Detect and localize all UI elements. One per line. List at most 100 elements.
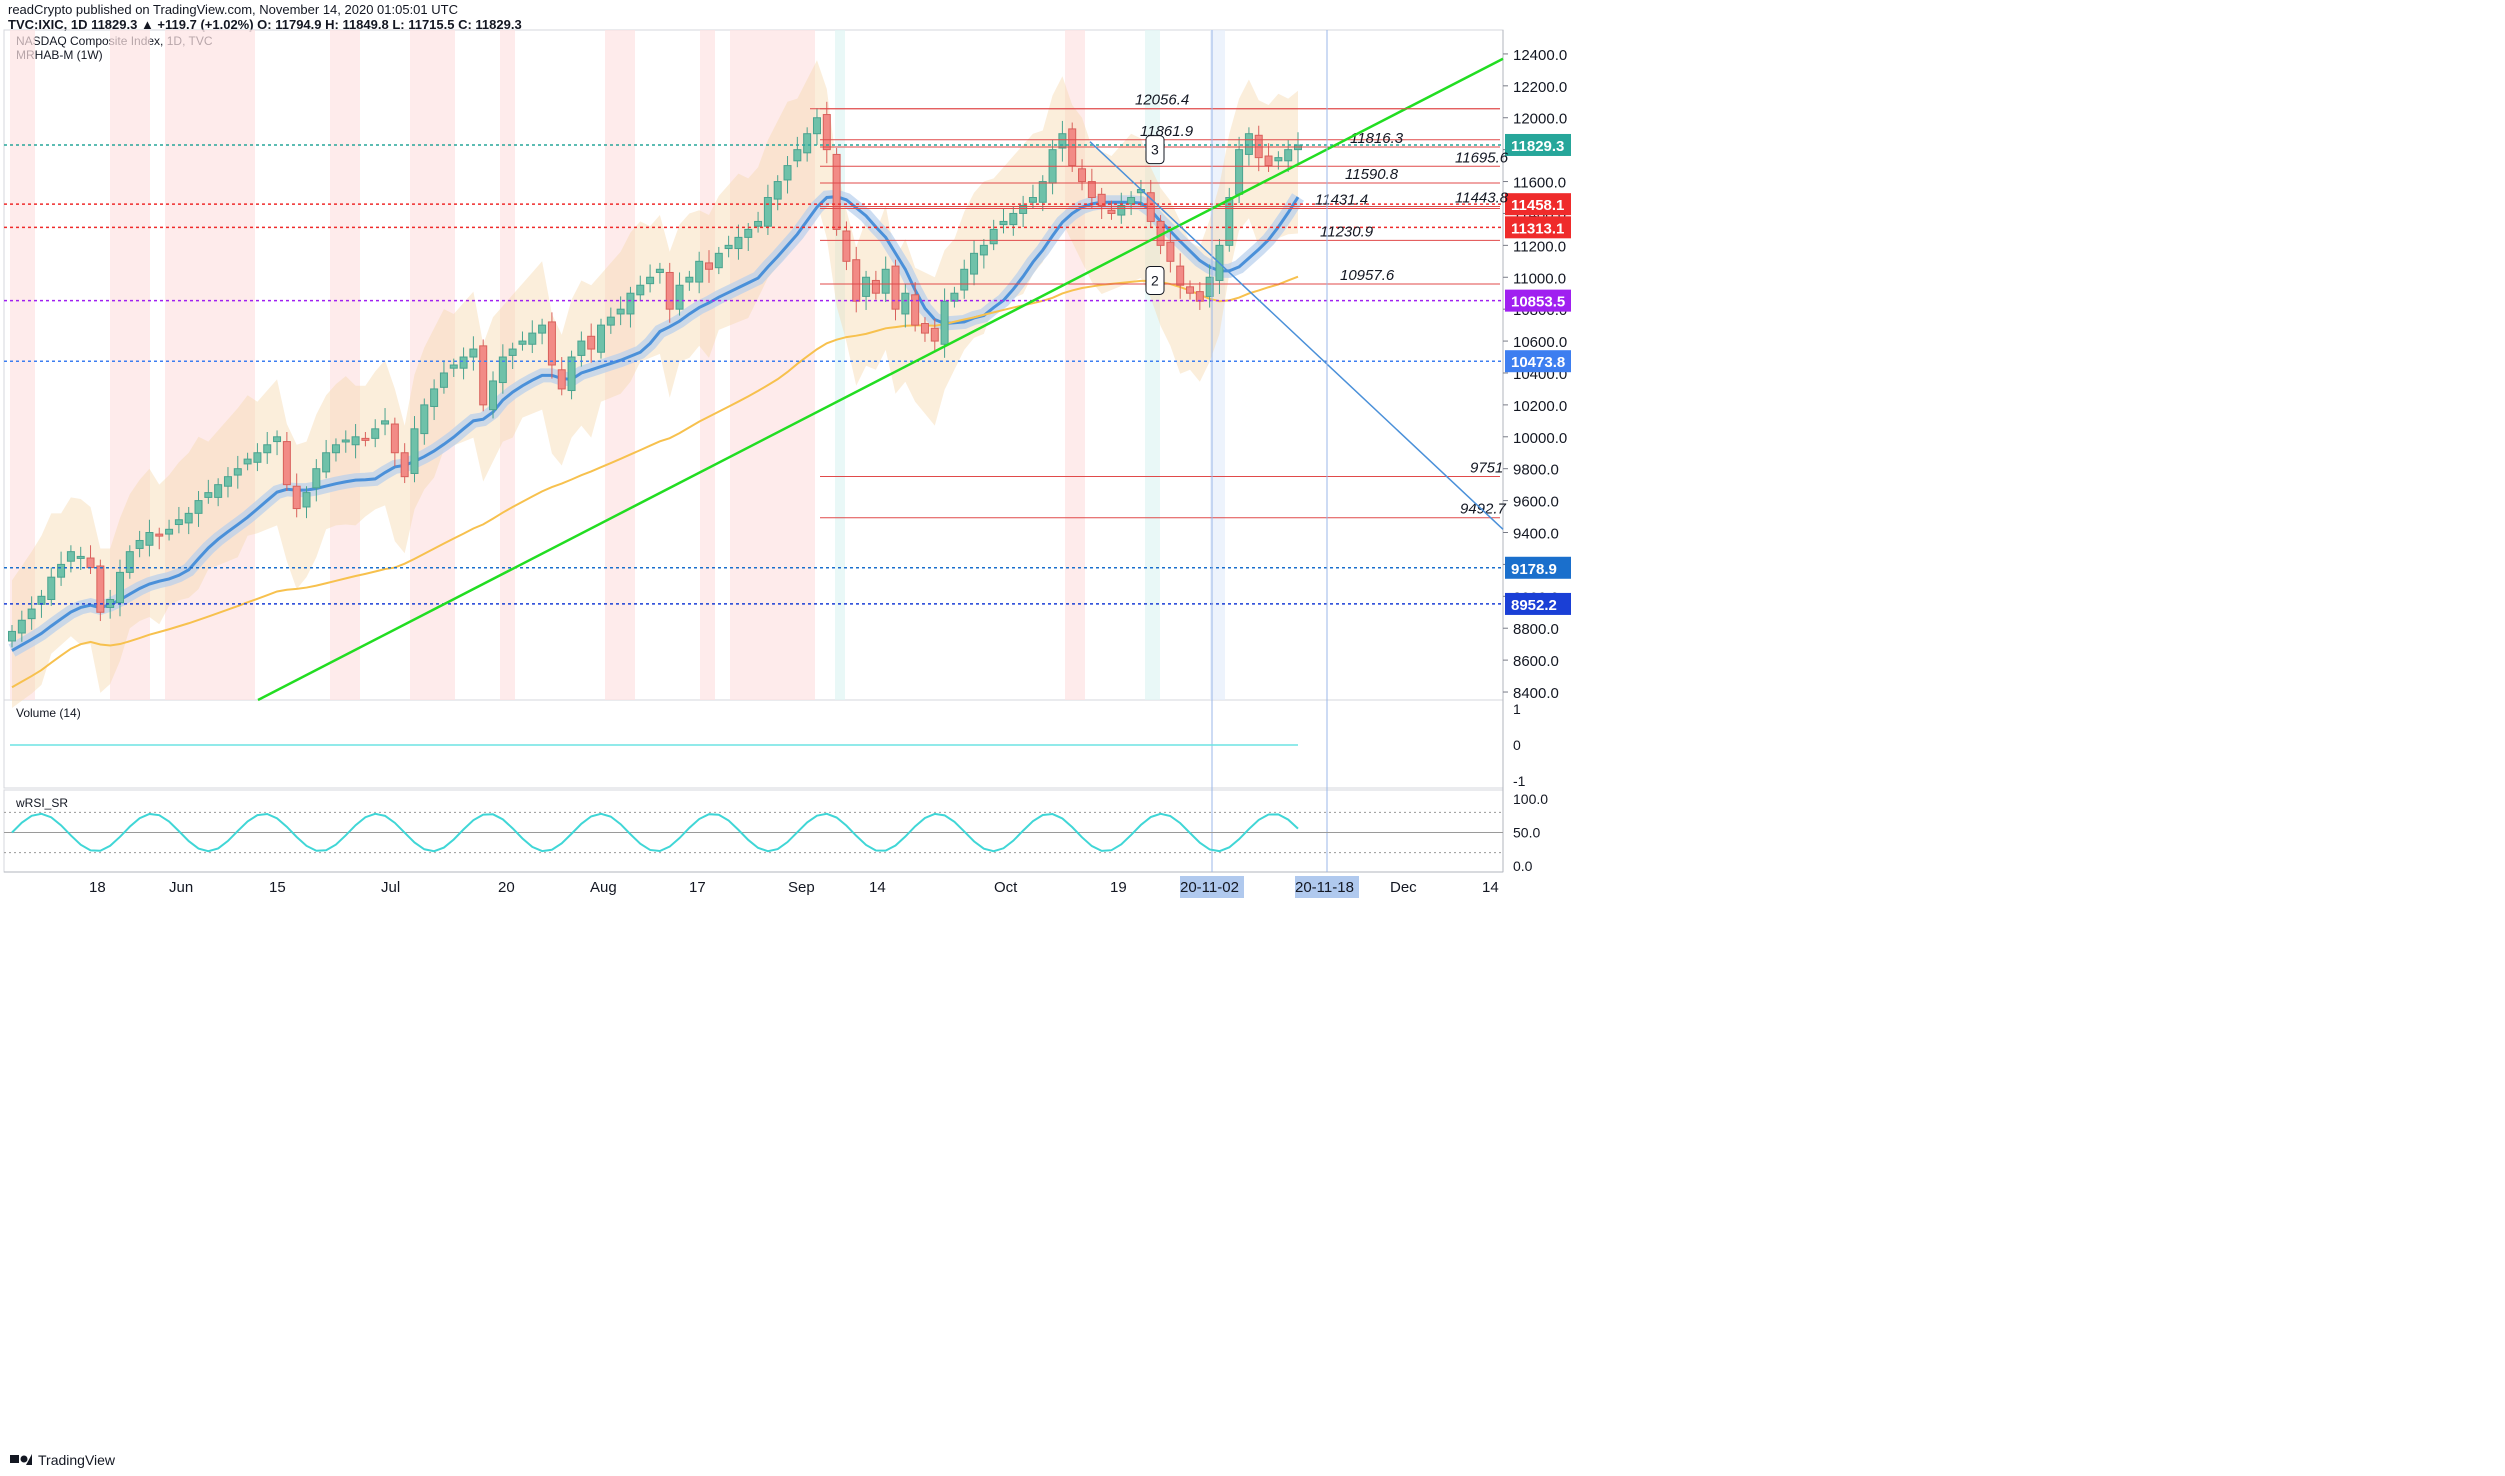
callout-label: 2 <box>1151 272 1159 288</box>
x-tick-label: 17 <box>689 879 706 896</box>
candle <box>341 430 350 453</box>
candle-body <box>165 528 174 535</box>
candle-body <box>400 452 409 478</box>
candle <box>155 527 164 550</box>
candle <box>508 342 517 369</box>
candle <box>27 596 36 630</box>
candle <box>616 296 625 326</box>
price-tag-box <box>1505 289 1571 312</box>
candle-body <box>862 276 871 297</box>
candle <box>970 240 979 286</box>
candle-body <box>704 262 713 270</box>
candle-body <box>773 181 782 200</box>
volume-tick-label: 1 <box>1513 701 1521 717</box>
candle-body <box>66 551 75 562</box>
candle-body <box>410 428 419 474</box>
candle-body <box>459 356 468 369</box>
candle <box>1038 175 1047 212</box>
callout-label: 3 <box>1151 142 1159 158</box>
candle-body <box>1028 197 1037 203</box>
candle-body <box>17 619 26 634</box>
y-tick-label: 11200.0 <box>1513 238 1566 255</box>
tradingview-logo[interactable]: TradingView <box>10 1452 115 1468</box>
candle-body <box>1244 133 1253 155</box>
candle-body <box>979 244 988 256</box>
candle <box>469 336 478 371</box>
shade-band <box>700 30 715 700</box>
candle-body <box>449 364 458 369</box>
candle-body <box>1038 181 1047 203</box>
candle <box>361 432 370 447</box>
price-tag-label: 11829.3 <box>1511 138 1564 155</box>
x-tick-label: 15 <box>269 879 286 896</box>
candle-body <box>1087 181 1096 199</box>
candle-body <box>1225 197 1234 246</box>
candle <box>410 416 419 483</box>
candle-body <box>243 458 252 465</box>
candle-body <box>361 437 370 441</box>
x-tick-label: 20-11-02 <box>1180 879 1239 896</box>
candle <box>724 235 733 258</box>
candle-body <box>508 348 517 356</box>
shade-band <box>165 30 255 700</box>
candle-body <box>498 356 507 384</box>
candle-body <box>1058 133 1067 149</box>
candle-body <box>292 485 301 510</box>
candle <box>822 101 831 164</box>
candle <box>194 491 203 527</box>
price-tag-box <box>1505 592 1571 615</box>
candle-body <box>302 492 311 508</box>
candle <box>273 430 282 456</box>
candle-body <box>960 268 969 291</box>
candle-body <box>891 265 900 310</box>
candle <box>1097 187 1106 220</box>
candle <box>57 551 66 586</box>
candle-body <box>842 230 851 262</box>
candle <box>1244 127 1253 166</box>
level-annotation-label: 11443.8 <box>1455 189 1509 206</box>
candle <box>400 443 409 484</box>
candle <box>1019 195 1028 228</box>
candle <box>390 417 399 467</box>
candle <box>930 318 939 353</box>
candle <box>999 208 1008 234</box>
green-trendline <box>257 57 1504 702</box>
candle-body <box>871 279 880 294</box>
candle-body <box>420 404 429 435</box>
candle <box>597 318 606 359</box>
candle <box>587 323 596 363</box>
y-tick-label: 10600.0 <box>1513 334 1567 351</box>
candle-body <box>665 271 674 310</box>
rsi-tick-label: 0.0 <box>1513 858 1533 874</box>
candle <box>498 344 507 394</box>
candle-body <box>577 340 586 356</box>
candle-body <box>1195 291 1204 302</box>
time-tag-box <box>1180 876 1244 898</box>
candle-body <box>685 276 694 283</box>
candle <box>665 262 674 323</box>
candle-body <box>901 292 910 315</box>
shade-band <box>730 30 815 700</box>
rsi-pane-title: wRSI_SR <box>16 796 69 810</box>
x-tick-label: Aug <box>590 879 617 896</box>
candle-body <box>822 114 831 151</box>
candle <box>381 408 390 436</box>
candle-body <box>763 197 772 227</box>
candle <box>302 486 311 519</box>
candle-body <box>135 539 144 549</box>
candle <box>1107 200 1116 220</box>
candle-body <box>626 292 635 315</box>
candle-body <box>734 236 743 250</box>
candle-body <box>547 321 556 366</box>
price-tag-box <box>1505 556 1571 579</box>
candle <box>1254 125 1263 172</box>
candle-body <box>282 441 291 486</box>
candle-body <box>616 308 625 315</box>
candle <box>783 156 792 194</box>
candle <box>714 246 723 275</box>
time-tag-box <box>1295 876 1359 898</box>
candle <box>695 251 704 294</box>
candle-body <box>489 380 498 411</box>
